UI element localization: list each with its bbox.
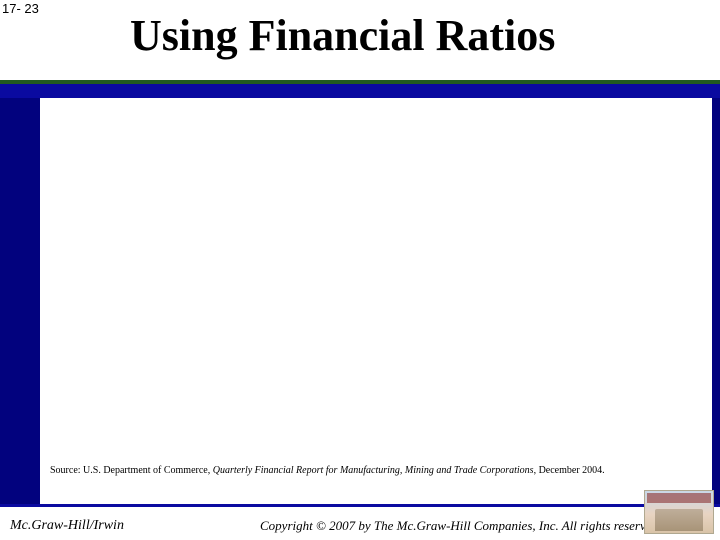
publisher-text: Mc.Graw-Hill/Irwin [10,518,124,534]
source-prefix: Source: U.S. Department of Commerce, [50,465,213,476]
source-title-italic: Quarterly Financial Report for Manufactu… [213,465,534,476]
title-band: 17- 23 Using Financial Ratios [0,0,720,80]
cover-thumbnail [644,490,714,534]
cover-thumbnail-header [647,493,711,503]
divider-blue [0,84,720,98]
slide-title: Using Financial Ratios [130,10,555,61]
footer-divider [0,504,720,507]
page-number: 17- 23 [0,0,43,17]
content-area: Source: U.S. Department of Commerce, Qua… [40,98,712,504]
cover-thumbnail-art [655,509,703,531]
source-citation: Source: U.S. Department of Commerce, Qua… [50,465,605,476]
footer: Mc.Graw-Hill/Irwin Copyright © 2007 by T… [0,504,720,540]
source-suffix: , December 2004. [534,465,605,476]
slide: 17- 23 Using Financial Ratios Source: U.… [0,0,720,540]
copyright-text: Copyright © 2007 by The Mc.Graw-Hill Com… [260,518,658,534]
